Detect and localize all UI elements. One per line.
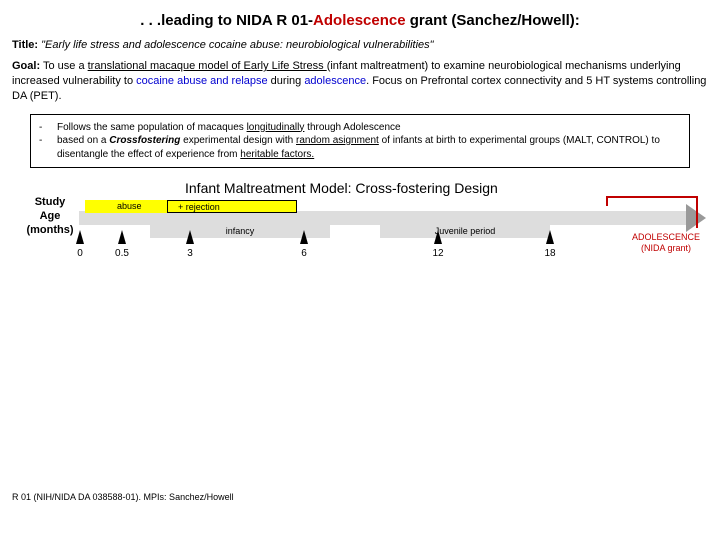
adol2: (NIDA grant) bbox=[641, 243, 691, 253]
goal-label: Goal: bbox=[12, 60, 40, 72]
page-header: . . .leading to NIDA R 01-Adolescence gr… bbox=[0, 0, 720, 39]
adolescence-label: ADOLESCENCE (NIDA grant) bbox=[632, 232, 700, 254]
tick-label: 3 bbox=[187, 248, 193, 259]
b2b: Crossfostering bbox=[109, 135, 180, 146]
footer-citation: R 01 (NIH/NIDA DA 038588-01). MPIs: Sanc… bbox=[12, 492, 234, 502]
bullet-dash: - bbox=[39, 121, 57, 135]
arrow-body bbox=[79, 211, 688, 225]
b2a: based on a bbox=[57, 135, 109, 146]
bullet-text-1: Follows the same population of macaques … bbox=[57, 121, 401, 135]
bullet-box: - Follows the same population of macaque… bbox=[30, 114, 690, 169]
title-row: Title: "Early life stress and adolescenc… bbox=[0, 39, 720, 59]
sa1: Study bbox=[35, 196, 66, 208]
b2f: heritable factors. bbox=[240, 149, 314, 160]
b1c: through Adolescence bbox=[304, 122, 400, 133]
tick-arrow-icon bbox=[76, 230, 84, 244]
tick-arrow-icon bbox=[300, 230, 308, 244]
tick-arrow-icon bbox=[434, 230, 442, 244]
goal-t6: adolescence bbox=[304, 75, 366, 87]
goal-block: Goal: To use a translational macaque mod… bbox=[0, 59, 720, 114]
tick-label: 6 bbox=[301, 248, 307, 259]
sa2: Age bbox=[40, 210, 61, 222]
tick-arrow-icon bbox=[546, 230, 554, 244]
tick-arrow-icon bbox=[118, 230, 126, 244]
header-suffix: grant (Sanchez/Howell): bbox=[406, 12, 580, 29]
header-prefix: . . .leading to NIDA R 01- bbox=[140, 12, 313, 29]
title-label: Title: bbox=[12, 39, 38, 51]
adolescence-bracket bbox=[606, 196, 698, 228]
b1a: Follows the same population of macaques bbox=[57, 122, 247, 133]
tick-label: 18 bbox=[544, 248, 555, 259]
timeline: Study Age (months) Infant Maltreatment M… bbox=[0, 182, 720, 282]
goal-t5: during bbox=[268, 75, 305, 87]
juvenile-band: Juvenile period bbox=[380, 225, 550, 238]
goal-t4: cocaine abuse and relapse bbox=[136, 75, 267, 87]
goal-t2: translational macaque model of Early Lif… bbox=[88, 60, 327, 72]
tick-label: 0.5 bbox=[115, 248, 129, 259]
bullet-row: - based on a Crossfostering experimental… bbox=[39, 134, 681, 161]
rejection-band: + rejection bbox=[167, 200, 297, 213]
tick-arrow-icon bbox=[186, 230, 194, 244]
timeline-title: Infant Maltreatment Model: Cross-fosteri… bbox=[185, 180, 498, 196]
bullet-dash: - bbox=[39, 134, 57, 161]
tick-label: 12 bbox=[432, 248, 443, 259]
b1b: longitudinally bbox=[247, 122, 305, 133]
abuse-band: abuse bbox=[85, 200, 167, 213]
header-adolescence: Adolescence bbox=[313, 12, 406, 29]
b2c: experimental design with bbox=[180, 135, 296, 146]
study-age-label: Study Age (months) bbox=[20, 196, 80, 237]
goal-t1: To use a bbox=[40, 60, 88, 72]
tick-label: 0 bbox=[77, 248, 83, 259]
adol1: ADOLESCENCE bbox=[632, 232, 700, 242]
b2d: random asignment bbox=[296, 135, 379, 146]
sa3: (months) bbox=[26, 224, 73, 236]
bullet-row: - Follows the same population of macaque… bbox=[39, 121, 681, 135]
bullet-text-2: based on a Crossfostering experimental d… bbox=[57, 134, 681, 161]
title-text: "Early life stress and adolescence cocai… bbox=[41, 39, 433, 51]
